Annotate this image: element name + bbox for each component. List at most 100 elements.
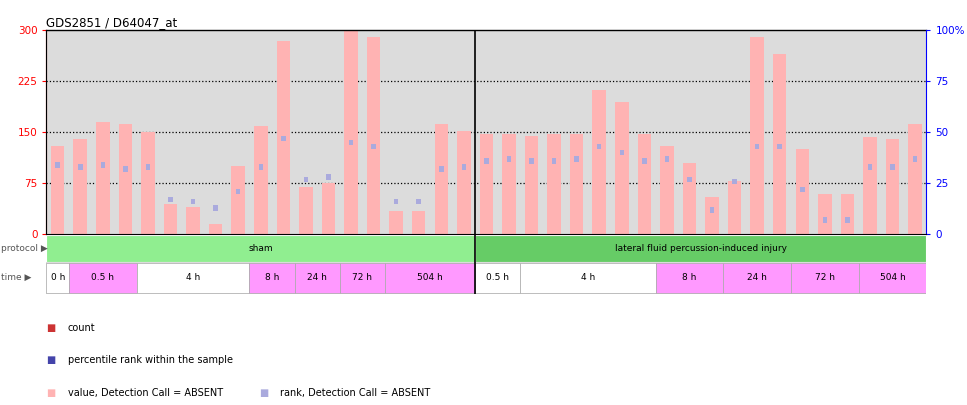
Bar bbox=[728, 181, 742, 234]
Bar bbox=[845, 217, 850, 223]
Bar bbox=[258, 164, 263, 170]
FancyBboxPatch shape bbox=[249, 263, 295, 293]
Bar bbox=[688, 177, 691, 182]
Bar bbox=[344, 30, 358, 234]
FancyBboxPatch shape bbox=[520, 263, 656, 293]
Bar bbox=[163, 204, 177, 234]
Bar bbox=[73, 139, 87, 234]
Text: 0.5 h: 0.5 h bbox=[91, 273, 114, 282]
Text: GDS2851 / D64047_at: GDS2851 / D64047_at bbox=[46, 16, 178, 29]
Text: 72 h: 72 h bbox=[815, 273, 835, 282]
Bar bbox=[574, 156, 579, 162]
Bar bbox=[755, 144, 759, 149]
Bar bbox=[254, 126, 268, 234]
FancyBboxPatch shape bbox=[69, 263, 136, 293]
Bar bbox=[96, 122, 109, 234]
Bar bbox=[349, 140, 353, 145]
Text: 504 h: 504 h bbox=[417, 273, 443, 282]
Bar bbox=[390, 211, 403, 234]
Bar bbox=[123, 166, 128, 172]
Bar bbox=[732, 179, 737, 184]
FancyBboxPatch shape bbox=[723, 263, 791, 293]
Bar bbox=[637, 134, 651, 234]
Bar bbox=[299, 187, 312, 234]
FancyBboxPatch shape bbox=[295, 263, 339, 293]
Text: protocol ▶: protocol ▶ bbox=[1, 244, 47, 253]
Bar bbox=[660, 146, 674, 234]
Bar bbox=[750, 37, 764, 234]
Text: 72 h: 72 h bbox=[352, 273, 372, 282]
Text: 8 h: 8 h bbox=[265, 273, 279, 282]
Bar bbox=[214, 205, 218, 211]
Bar bbox=[823, 217, 827, 223]
Bar bbox=[434, 124, 448, 234]
Bar bbox=[913, 156, 918, 162]
Bar bbox=[773, 54, 786, 234]
Bar bbox=[236, 189, 241, 194]
Text: 4 h: 4 h bbox=[186, 273, 200, 282]
Text: percentile rank within the sample: percentile rank within the sample bbox=[68, 356, 233, 365]
Bar bbox=[867, 164, 872, 170]
Bar bbox=[51, 146, 65, 234]
Bar bbox=[525, 136, 539, 234]
FancyBboxPatch shape bbox=[859, 263, 926, 293]
Bar bbox=[664, 156, 669, 162]
Bar bbox=[281, 136, 285, 141]
Bar bbox=[417, 199, 421, 205]
Bar bbox=[886, 139, 899, 234]
FancyBboxPatch shape bbox=[385, 263, 475, 293]
Text: 0 h: 0 h bbox=[50, 273, 65, 282]
Bar bbox=[190, 199, 195, 205]
Bar bbox=[507, 156, 512, 162]
Bar bbox=[371, 144, 376, 149]
Text: 24 h: 24 h bbox=[747, 273, 767, 282]
Bar bbox=[570, 134, 583, 234]
Bar bbox=[146, 164, 150, 170]
Bar bbox=[593, 90, 606, 234]
Bar bbox=[141, 132, 155, 234]
Text: lateral fluid percussion-induced injury: lateral fluid percussion-induced injury bbox=[615, 244, 787, 253]
Text: 0.5 h: 0.5 h bbox=[486, 273, 510, 282]
Text: count: count bbox=[68, 323, 96, 333]
Text: 24 h: 24 h bbox=[308, 273, 327, 282]
Bar bbox=[484, 158, 488, 164]
Bar bbox=[101, 162, 105, 168]
FancyBboxPatch shape bbox=[46, 235, 475, 262]
Text: 4 h: 4 h bbox=[581, 273, 595, 282]
Bar bbox=[277, 40, 290, 234]
FancyBboxPatch shape bbox=[46, 263, 69, 293]
Bar bbox=[187, 207, 200, 234]
Text: ■: ■ bbox=[46, 356, 56, 365]
Text: rank, Detection Call = ABSENT: rank, Detection Call = ABSENT bbox=[280, 388, 430, 398]
Bar bbox=[480, 134, 493, 234]
FancyBboxPatch shape bbox=[136, 263, 249, 293]
Bar bbox=[209, 224, 222, 234]
Bar bbox=[891, 164, 894, 170]
Bar bbox=[552, 158, 556, 164]
Text: time ▶: time ▶ bbox=[1, 273, 31, 282]
Bar bbox=[439, 166, 444, 172]
Text: ■: ■ bbox=[259, 388, 269, 398]
Bar bbox=[78, 164, 82, 170]
Bar bbox=[394, 199, 398, 205]
Bar bbox=[231, 166, 245, 234]
Bar bbox=[705, 197, 718, 234]
Bar bbox=[304, 177, 308, 182]
Bar bbox=[326, 175, 331, 180]
Bar bbox=[710, 207, 715, 213]
Bar bbox=[908, 124, 922, 234]
Bar bbox=[366, 37, 380, 234]
Bar bbox=[840, 194, 854, 234]
Bar bbox=[412, 211, 425, 234]
Bar bbox=[502, 134, 515, 234]
Text: ■: ■ bbox=[46, 323, 56, 333]
Bar bbox=[168, 197, 173, 202]
Text: value, Detection Call = ABSENT: value, Detection Call = ABSENT bbox=[68, 388, 222, 398]
Bar bbox=[818, 194, 832, 234]
Text: ■: ■ bbox=[46, 388, 56, 398]
Text: 8 h: 8 h bbox=[683, 273, 696, 282]
Bar bbox=[597, 144, 601, 149]
Bar bbox=[119, 124, 132, 234]
Bar bbox=[777, 144, 782, 149]
Bar bbox=[322, 183, 336, 234]
